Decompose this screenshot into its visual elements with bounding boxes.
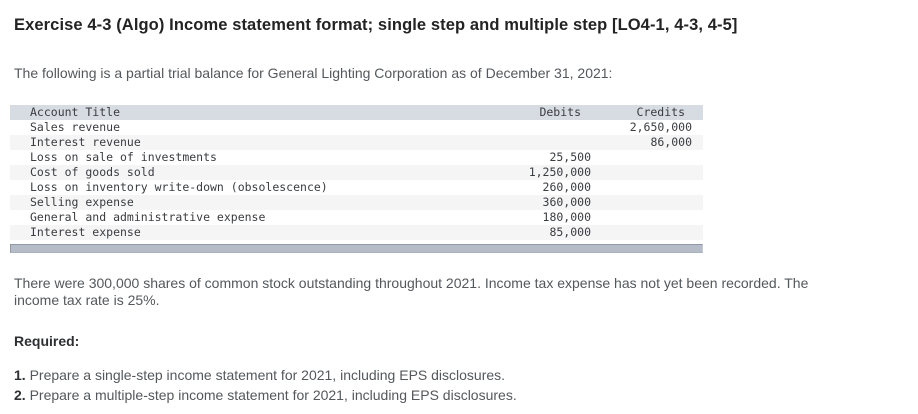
table-row: Cost of goods sold 1,250,000: [10, 165, 703, 180]
credit-cell: [593, 225, 703, 240]
table-row: Interest expense 85,000: [10, 225, 703, 240]
requirement-item: 1. Prepare a single-step income statemen…: [14, 366, 904, 386]
column-header-debits: Debits: [539, 105, 581, 119]
column-header-credits: Credits: [636, 105, 685, 119]
account-title-cell: General and administrative expense: [30, 210, 266, 224]
credit-cell: [593, 210, 703, 225]
debit-cell: 1,250,000: [528, 165, 591, 179]
account-title-cell: Selling expense: [30, 195, 134, 209]
column-header-account-title: Account Title: [30, 105, 121, 119]
table-row: Interest revenue 86,000: [10, 135, 703, 150]
debit-cell: 180,000: [542, 210, 591, 224]
credit-cell: [593, 165, 703, 180]
required-label: Required:: [14, 333, 80, 349]
account-title-cell: Cost of goods sold: [30, 165, 155, 179]
note-line-1: There were 300,000 shares of common stoc…: [14, 275, 809, 291]
requirement-number: 1.: [14, 367, 26, 383]
credit-cell: [593, 150, 703, 165]
note-paragraph: There were 300,000 shares of common stoc…: [14, 275, 904, 309]
table-row: Sales revenue 2,650,000: [10, 120, 703, 135]
debit-cell: [448, 135, 593, 150]
requirement-text: Prepare a single-step income statement f…: [29, 367, 506, 383]
horizontal-scrollbar[interactable]: [10, 244, 703, 253]
debit-cell: 85,000: [549, 225, 591, 239]
debit-cell: 25,500: [549, 150, 591, 164]
exercise-title: Exercise 4-3 (Algo) Income statement for…: [14, 16, 738, 34]
credit-cell: [593, 195, 703, 210]
trial-balance-table: Account Title Debits Credits Sales reven…: [10, 105, 703, 240]
table-row: General and administrative expense 180,0…: [10, 210, 703, 225]
requirement-item: 2. Prepare a multiple-step income statem…: [14, 386, 904, 406]
account-title-cell: Interest revenue: [30, 135, 141, 149]
debit-cell: [448, 120, 593, 135]
table-row: Loss on sale of investments 25,500: [10, 150, 703, 165]
requirement-text: Prepare a multiple-step income statement…: [29, 386, 517, 403]
table-header-row: Account Title Debits Credits: [10, 105, 703, 120]
account-title-cell: Sales revenue: [30, 120, 121, 134]
account-title-cell: Loss on inventory write-down (obsolescen…: [30, 180, 328, 194]
requirement-number: 2.: [14, 386, 26, 403]
debit-cell: 360,000: [542, 195, 591, 209]
credit-cell: 2,650,000: [629, 120, 692, 134]
debit-cell: 260,000: [542, 180, 591, 194]
intro-paragraph: The following is a partial trial balance…: [14, 65, 613, 81]
table-row: Loss on inventory write-down (obsolescen…: [10, 180, 703, 195]
table-row: Selling expense 360,000: [10, 195, 703, 210]
requirements-list: 1. Prepare a single-step income statemen…: [14, 366, 904, 405]
credit-cell: [593, 180, 703, 195]
credit-cell: 86,000: [650, 135, 692, 149]
note-line-2: income tax rate is 25%.: [14, 292, 160, 308]
account-title-cell: Interest expense: [30, 225, 141, 239]
account-title-cell: Loss on sale of investments: [30, 150, 217, 164]
